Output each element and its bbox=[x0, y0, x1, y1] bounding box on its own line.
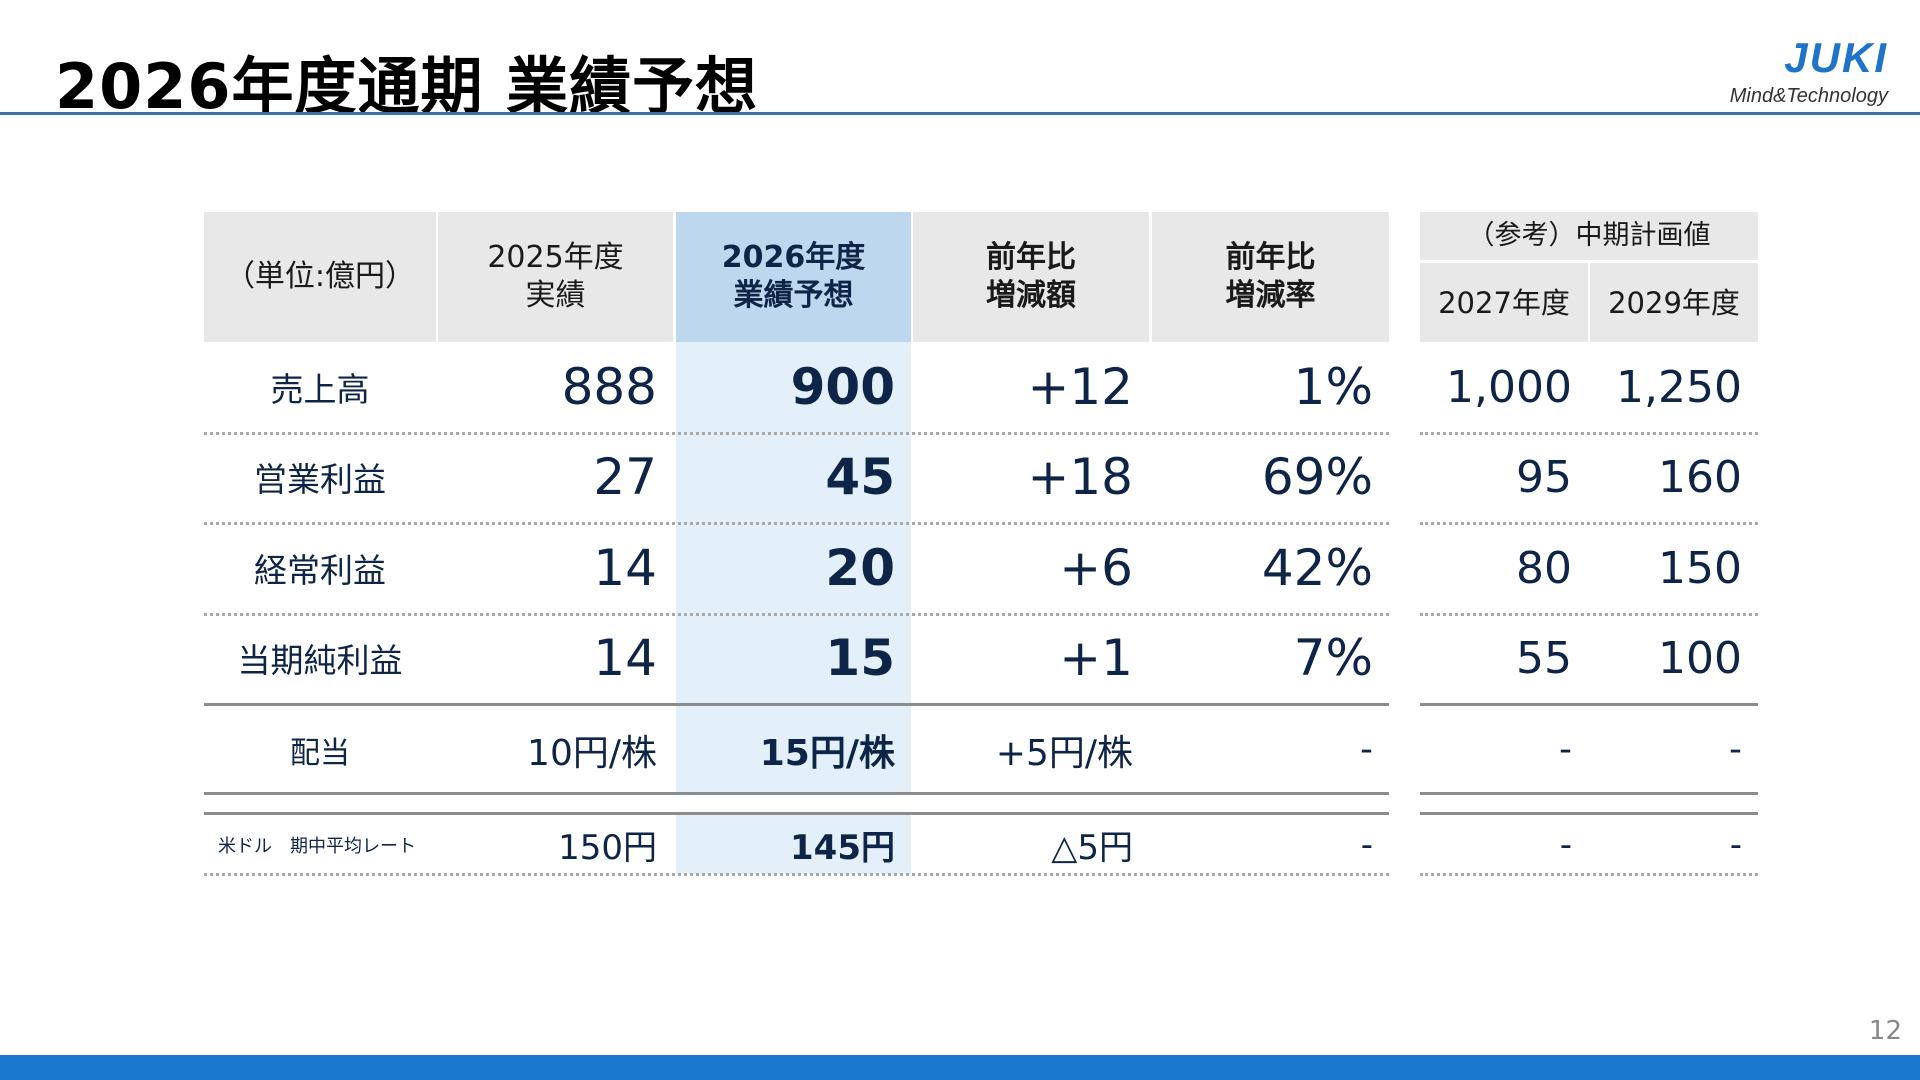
cell-value: +1 bbox=[1059, 629, 1133, 687]
cell-value: +5円/株 bbox=[995, 732, 1133, 774]
reference-value: 80 bbox=[1516, 542, 1572, 594]
cell-value: +6 bbox=[1059, 539, 1133, 597]
reference-value: 95 bbox=[1516, 451, 1572, 503]
page-number: 12 bbox=[1868, 1016, 1902, 1046]
cell-value: 7% bbox=[1293, 629, 1373, 687]
column-header: 2025年度 実績 bbox=[438, 212, 673, 342]
reference-value: 55 bbox=[1516, 632, 1572, 684]
section-divider bbox=[204, 703, 1389, 706]
cell-value: 14 bbox=[593, 539, 657, 597]
cell-value: 27 bbox=[593, 448, 657, 506]
reference-value: 1,000 bbox=[1446, 361, 1572, 413]
reference-value: - bbox=[1559, 729, 1572, 770]
unit-label: （単位:億円） bbox=[204, 212, 436, 342]
reference-value: - bbox=[1559, 824, 1572, 865]
cell-value: 14 bbox=[593, 629, 657, 687]
cell-value: 900 bbox=[790, 358, 895, 416]
cell-value: - bbox=[1360, 824, 1373, 865]
reference-value: 100 bbox=[1658, 632, 1742, 684]
row-label: 当期純利益 bbox=[237, 641, 403, 680]
row-divider bbox=[204, 873, 1389, 876]
cell-value: △5円 bbox=[1051, 828, 1133, 868]
reference-value: 150 bbox=[1658, 542, 1742, 594]
section-divider bbox=[1420, 703, 1758, 706]
page-title: 2026年度通期 業績予想 bbox=[55, 50, 759, 123]
row-divider bbox=[1420, 522, 1758, 525]
highlight-column-bg bbox=[676, 813, 911, 874]
cell-value: +18 bbox=[1027, 448, 1133, 506]
title-divider bbox=[0, 112, 1920, 115]
logo-tagline: Mind&Technology bbox=[1729, 85, 1888, 107]
section-divider bbox=[204, 812, 1389, 815]
logo-brand: JUKI bbox=[1784, 34, 1888, 81]
reference-value: 1,250 bbox=[1616, 361, 1742, 413]
reference-year-header: 2029年度 bbox=[1590, 263, 1758, 342]
footer-bar bbox=[0, 1055, 1920, 1080]
row-label: 売上高 bbox=[270, 370, 370, 409]
row-label: 営業利益 bbox=[254, 460, 386, 499]
cell-value: 150円 bbox=[558, 828, 657, 868]
column-header: 2026年度 業績予想 bbox=[676, 212, 911, 342]
row-divider bbox=[1420, 873, 1758, 876]
row-divider bbox=[204, 522, 1389, 525]
row-divider bbox=[204, 432, 1389, 435]
row-divider bbox=[1420, 432, 1758, 435]
cell-value: 20 bbox=[825, 539, 895, 597]
section-divider bbox=[204, 792, 1389, 795]
reference-header: （参考）中期計画値 bbox=[1420, 212, 1758, 260]
column-header: 前年比 増減額 bbox=[913, 212, 1149, 342]
column-header: 前年比 増減率 bbox=[1152, 212, 1389, 342]
reference-value: - bbox=[1729, 824, 1742, 865]
cell-value: +12 bbox=[1027, 358, 1133, 416]
cell-value: - bbox=[1360, 729, 1373, 770]
juki-logo: JUKI Mind&Technology bbox=[1712, 34, 1888, 108]
cell-value: 69% bbox=[1261, 448, 1373, 506]
row-divider bbox=[1420, 613, 1758, 616]
cell-value: 888 bbox=[561, 358, 657, 416]
reference-value: 160 bbox=[1658, 451, 1742, 503]
cell-value: 45 bbox=[825, 448, 895, 506]
row-label: 米ドル 期中平均レート bbox=[218, 835, 416, 857]
section-divider bbox=[1420, 812, 1758, 815]
cell-value: 15 bbox=[825, 629, 895, 687]
row-label: 配当 bbox=[290, 735, 350, 771]
reference-year-header: 2027年度 bbox=[1420, 263, 1588, 342]
highlight-column-bg bbox=[676, 342, 911, 793]
cell-value: 10円/株 bbox=[527, 732, 657, 774]
reference-value: - bbox=[1729, 729, 1742, 770]
cell-value: 1% bbox=[1293, 358, 1373, 416]
row-label: 経常利益 bbox=[254, 551, 386, 590]
section-divider bbox=[1420, 792, 1758, 795]
cell-value: 15円/株 bbox=[759, 732, 895, 774]
row-divider bbox=[204, 613, 1389, 616]
cell-value: 42% bbox=[1261, 539, 1373, 597]
cell-value: 145円 bbox=[790, 828, 895, 868]
